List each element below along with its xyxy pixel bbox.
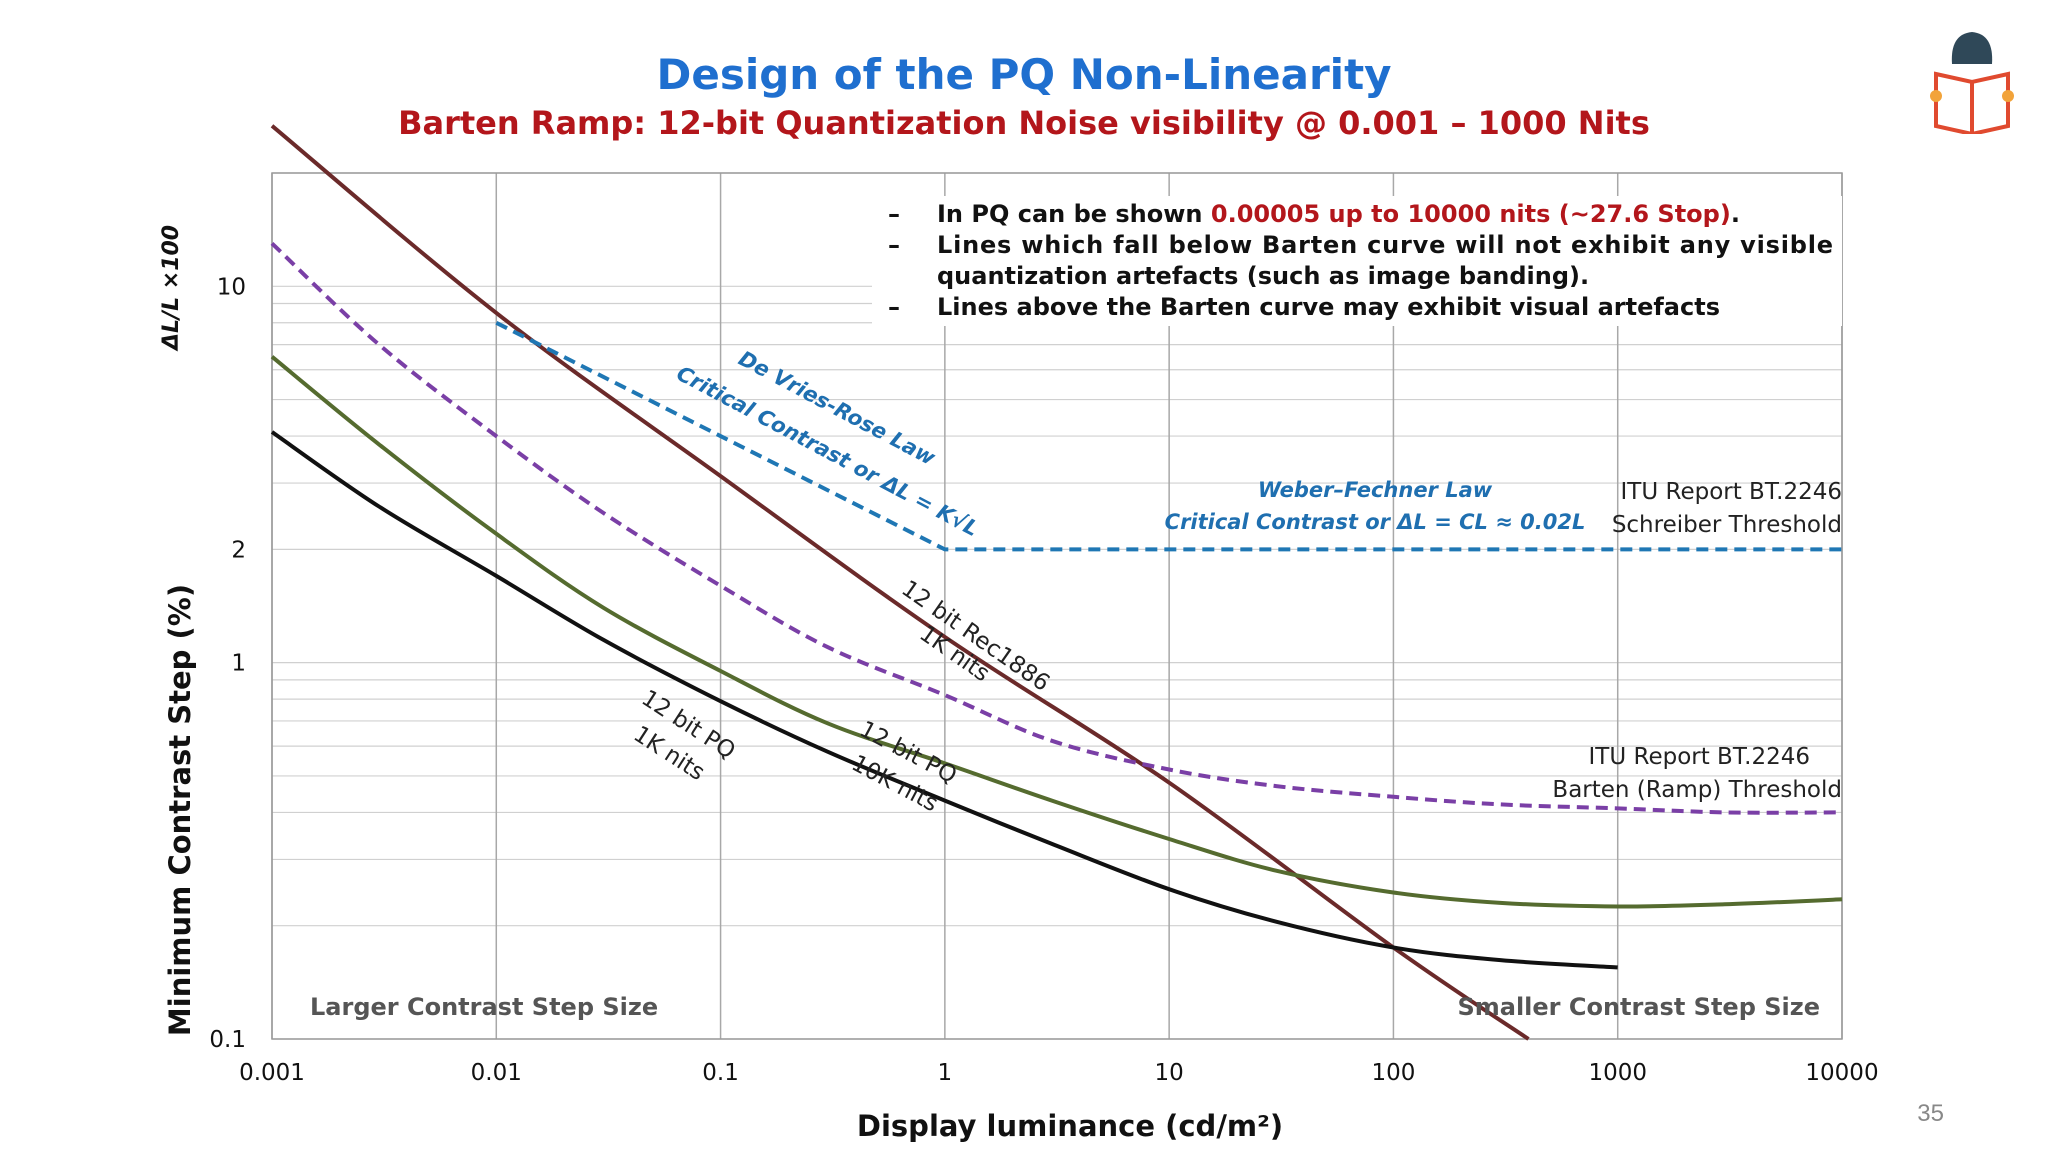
- x-tick-label: 0.01: [471, 1060, 522, 1086]
- x-tick-label: 1000: [1588, 1060, 1647, 1086]
- y-tick-label: 2: [231, 537, 246, 563]
- y-tick-label: 1: [231, 651, 246, 677]
- series-line-4: [270, 430, 1618, 970]
- y-axis-label: Minimum Contrast Step (%): [163, 584, 197, 1036]
- series-line-2: [495, 321, 1842, 552]
- larger-step-label: Larger Contrast Step Size: [310, 993, 658, 1021]
- note-bullet: –: [888, 200, 900, 228]
- note-2: Lines which fall below Barten curve will…: [937, 231, 1833, 259]
- y-axis-formula: ΔL/L ×100: [159, 225, 184, 352]
- x-tick-label: 10000: [1805, 1060, 1878, 1086]
- y-tick-label: 10: [217, 274, 246, 300]
- note-1: In PQ can be shown 0.00005 up to 10000 n…: [937, 200, 1740, 228]
- x-tick-label: 100: [1371, 1060, 1415, 1086]
- schreiber-label-2: Schreiber Threshold: [1612, 512, 1842, 538]
- note-2b: quantization artefacts (such as image ba…: [937, 262, 1589, 290]
- y-tick-label: 0.1: [209, 1027, 246, 1053]
- notes-box: [872, 196, 1842, 326]
- schreiber-label-1: ITU Report BT.2246: [1621, 479, 1842, 505]
- note-1-end: .: [1731, 200, 1740, 228]
- x-tick-label: 1: [938, 1060, 953, 1086]
- notes-list: – In PQ can be shown 0.00005 up to 10000…: [888, 200, 1833, 321]
- note-bullet: –: [888, 293, 900, 321]
- x-tick-label: 0.001: [239, 1060, 305, 1086]
- series-line-0: [270, 124, 1530, 1041]
- chart-series: [270, 124, 1843, 1041]
- slide-subtitle: Barten Ramp: 12-bit Quantization Noise v…: [398, 104, 1650, 142]
- x-tick-label: 0.1: [702, 1060, 739, 1086]
- series-line-3: [270, 355, 1843, 909]
- chart-tick-labels: 0.001 0.01 0.1 1 10 100 1000 10000 0.1 1 2 10: [209, 274, 1878, 1086]
- smaller-step-label: Smaller Contrast Step Size: [1457, 993, 1820, 1021]
- barten-label-2: Barten (Ramp) Threshold: [1552, 777, 1842, 803]
- series-line-1: [270, 241, 1843, 815]
- slide-title: Design of the PQ Non-Linearity: [656, 50, 1392, 99]
- note-3: Lines above the Barten curve may exhibit…: [937, 293, 1720, 321]
- x-tick-label: 10: [1155, 1060, 1184, 1086]
- weber-title: Weber–Fechner Law: [1258, 478, 1493, 502]
- reader-book-icon: [1930, 32, 2014, 134]
- barten-label-1: ITU Report BT.2246: [1589, 744, 1810, 770]
- page-number: 35: [1917, 1100, 1944, 1127]
- plot-frame: [271, 172, 1843, 1040]
- note-1-highlight: 0.00005 up to 10000 nits (~27.6 Stop): [1211, 200, 1731, 228]
- note-bullet: –: [888, 231, 900, 259]
- x-axis-label: Display luminance (cd/m²): [857, 1109, 1283, 1143]
- weber-formula: Critical Contrast or ΔL = CL ≈ 0.02L: [1165, 510, 1586, 534]
- note-1-text: In PQ can be shown: [937, 200, 1211, 228]
